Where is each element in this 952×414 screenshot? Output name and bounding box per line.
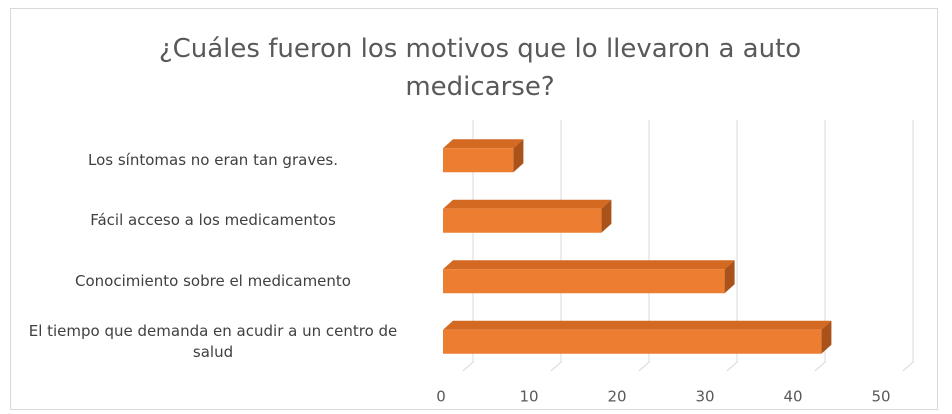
grid-line — [726, 120, 738, 372]
bar — [443, 139, 524, 173]
x-tick-label: 40 — [783, 388, 802, 406]
chart-frame — [10, 8, 938, 410]
bar-top — [443, 260, 735, 270]
bar — [443, 320, 832, 354]
x-tick-label: 30 — [695, 388, 714, 406]
bar-top — [443, 139, 524, 149]
grid-line — [638, 120, 650, 372]
grid-line — [814, 120, 826, 372]
bar-front — [443, 269, 725, 294]
x-tick-label: 50 — [871, 388, 890, 406]
x-tick-label: 20 — [607, 388, 626, 406]
grid-line — [902, 120, 914, 372]
y-tick-label: El tiempo que demanda en acudir a un cen… — [28, 321, 398, 361]
bar — [443, 199, 612, 233]
x-tick-label: 0 — [436, 388, 446, 406]
bar-front — [443, 329, 822, 354]
bar-side — [601, 199, 612, 233]
bar — [443, 260, 735, 294]
chart-title: ¿Cuáles fueron los motivos que lo llevar… — [158, 34, 802, 102]
y-tick-label: Conocimiento sobre el medicamento — [75, 271, 351, 290]
bar-side — [724, 260, 735, 294]
bar-front — [443, 148, 514, 173]
bar-side — [513, 139, 524, 173]
x-tick-label: 10 — [519, 388, 538, 406]
bar-top — [443, 320, 832, 330]
y-tick-label: Fácil acceso a los medicamentos — [90, 211, 336, 230]
bar-top — [443, 199, 612, 209]
bar-side — [821, 320, 832, 354]
bar-front — [443, 208, 602, 233]
y-tick-label: Los síntomas no eran tan graves. — [87, 150, 339, 169]
